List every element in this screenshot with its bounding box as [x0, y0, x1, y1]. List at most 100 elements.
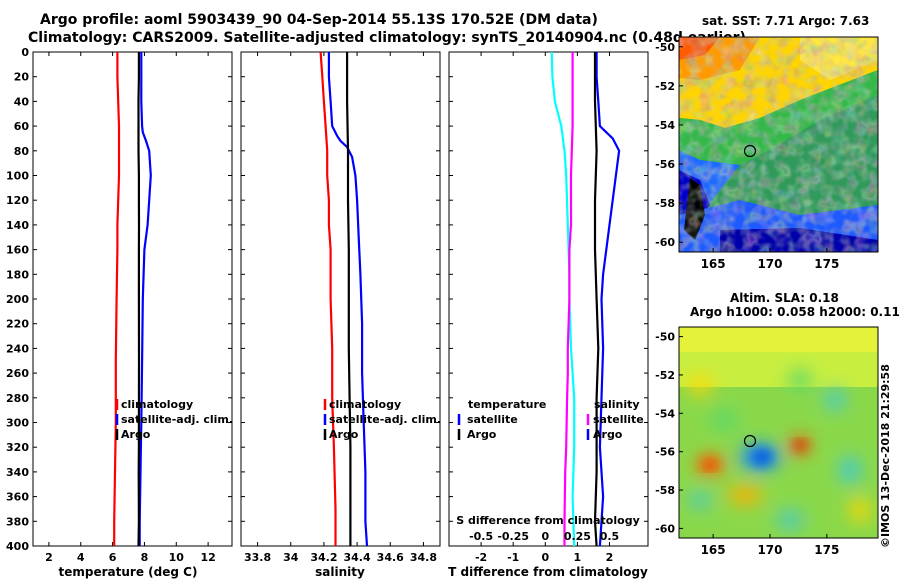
- x-tick-label: -2: [475, 551, 487, 564]
- x2-tick-label: -0.5: [469, 530, 493, 543]
- y-tick-label: 320: [6, 441, 29, 454]
- y-tick-label: 160: [6, 244, 29, 257]
- y-tick-label: 240: [6, 342, 29, 355]
- series-line-s-argo: [593, 52, 600, 547]
- imos-credit: ©IMOS 13-Dec-2018 21:29:58: [879, 364, 892, 548]
- plot-frame: [32, 51, 233, 547]
- legend-label: satellite: [593, 413, 644, 426]
- sst-map: [678, 36, 879, 253]
- figure-title-line1: Argo profile: aoml 5903439_90 04-Sep-201…: [40, 12, 598, 28]
- y-tick-label: 360: [6, 491, 29, 504]
- map-y-tick-label: -56: [655, 446, 675, 459]
- x-axis-label: temperature (deg C): [59, 565, 198, 579]
- y-tick-label: 340: [6, 466, 29, 479]
- map-y-tick-label: -60: [655, 522, 675, 535]
- map-axes-2: 165 170 175 -50 -52 -54 -56 -58 -60: [655, 331, 839, 557]
- y-tick-label: 40: [14, 95, 30, 108]
- y-tick-label: 0: [21, 46, 29, 59]
- series-line-satellite-adj-clim-: [138, 52, 152, 546]
- map-y-tick-label: -58: [655, 484, 675, 497]
- map-y-tick-label: -50: [655, 41, 675, 54]
- x-tick-label: 34.2: [310, 551, 337, 564]
- map-y-tick-label: -50: [655, 331, 675, 344]
- series-line-satellite-adj-clim-: [327, 52, 369, 547]
- map-axes-1: 165 170 175 -50 -52 -54 -56 -58 -60: [655, 41, 839, 271]
- x-tick-label: 6: [109, 551, 117, 564]
- x-tick-label: 34.6: [377, 551, 404, 564]
- map-x-tick-label: 170: [757, 543, 782, 557]
- series-line-climatology: [113, 52, 121, 546]
- x-tick-label: -1: [507, 551, 519, 564]
- x-tick-label: 10: [169, 551, 185, 564]
- legend-label: temperature: [468, 398, 546, 411]
- map-y-tick-label: -54: [655, 119, 675, 132]
- legend-label: salinity: [594, 398, 640, 411]
- legend-label: satellite: [467, 413, 518, 426]
- y-tick-label: 100: [6, 170, 29, 183]
- map-y-tick-label: -56: [655, 158, 675, 171]
- x2-tick-label: 0.25: [564, 530, 591, 543]
- legend-label: climatology: [121, 398, 193, 411]
- x-tick-label: 34.4: [344, 551, 371, 564]
- legend-label: Argo: [593, 428, 623, 441]
- map-y-tick-label: -58: [655, 197, 675, 210]
- x2-axis-label: S difference from climatology: [456, 514, 640, 527]
- profile-panel-3: -2 -1 0 1 2T difference from climatology temp…: [448, 51, 649, 579]
- y-tick-label: 300: [6, 417, 29, 430]
- profile-panel-1: 0 20 40 60 80 100 120 140 160 180 200 220 240 260 280 3…: [6, 46, 233, 579]
- x2-tick-label: -0.25: [497, 530, 529, 543]
- y-tick-label: 380: [6, 515, 29, 528]
- map-x-tick-label: 170: [757, 257, 782, 271]
- x-tick-label: 8: [141, 551, 149, 564]
- series-line-argo: [346, 52, 352, 546]
- x2-tick-label: 0.5: [600, 530, 620, 543]
- profile-panel-2: 33.8 34 34.2 34.4 34.6 34.8 salinity climatolog…: [240, 51, 441, 579]
- y-tick-label: 200: [6, 293, 29, 306]
- y-tick-label: 60: [14, 120, 30, 133]
- map-y-tick-label: -52: [655, 369, 675, 382]
- x-tick-label: 4: [77, 551, 85, 564]
- map-x-tick-label: 165: [701, 257, 726, 271]
- map-x-tick-label: 175: [814, 543, 839, 557]
- x-tick-label: 0: [541, 551, 549, 564]
- y-tick-label: 220: [6, 318, 29, 331]
- map-x-tick-label: 175: [814, 257, 839, 271]
- sla-map-title-2: Argo h1000: 0.058 h2000: 0.11: [690, 305, 900, 319]
- plot-frame: [448, 51, 649, 547]
- figure-title-line2: Climatology: CARS2009. Satellite-adjuste…: [28, 30, 746, 46]
- x-axis-label: salinity: [315, 565, 365, 579]
- y-tick-label: 80: [14, 145, 30, 158]
- plot-frame: [240, 51, 441, 547]
- map-y-tick-label: -60: [655, 236, 675, 249]
- legend-label: satellite-adj. clim.: [121, 413, 233, 426]
- legend-label: Argo: [329, 428, 359, 441]
- x-tick-label: 2: [606, 551, 614, 564]
- series-line-t-satellite: [550, 51, 576, 547]
- x-tick-label: 33.8: [244, 551, 271, 564]
- legend-label: climatology: [329, 398, 401, 411]
- series-line-t-argo: [595, 52, 621, 547]
- sla-argo-position-marker: [743, 434, 757, 448]
- sst-argo-position-marker: [743, 144, 757, 158]
- map-y-tick-label: -54: [655, 407, 675, 420]
- y-tick-label: 20: [14, 71, 30, 84]
- sst-map-title: sat. SST: 7.71 Argo: 7.63: [702, 14, 870, 28]
- x-axis-label: T difference from climatology: [448, 565, 648, 579]
- series-line-climatology: [319, 51, 337, 546]
- y-tick-label: 120: [6, 194, 29, 207]
- map-y-tick-label: -52: [655, 80, 675, 93]
- sla-map-title-1: Altim. SLA: 0.18: [730, 291, 839, 305]
- x-tick-label: 34: [283, 551, 299, 564]
- y-tick-label: 280: [6, 392, 29, 405]
- x-tick-label: 2: [45, 551, 53, 564]
- sla-map: [678, 326, 879, 539]
- y-tick-label: 140: [6, 219, 29, 232]
- y-tick-label: 400: [6, 540, 29, 553]
- x-tick-label: 12: [200, 551, 215, 564]
- legend-label: satellite-adj. clim.: [329, 413, 441, 426]
- x-tick-label: 1: [574, 551, 582, 564]
- legend-label: Argo: [467, 428, 497, 441]
- x-tick-label: 34.8: [410, 551, 437, 564]
- y-tick-label: 260: [6, 367, 29, 380]
